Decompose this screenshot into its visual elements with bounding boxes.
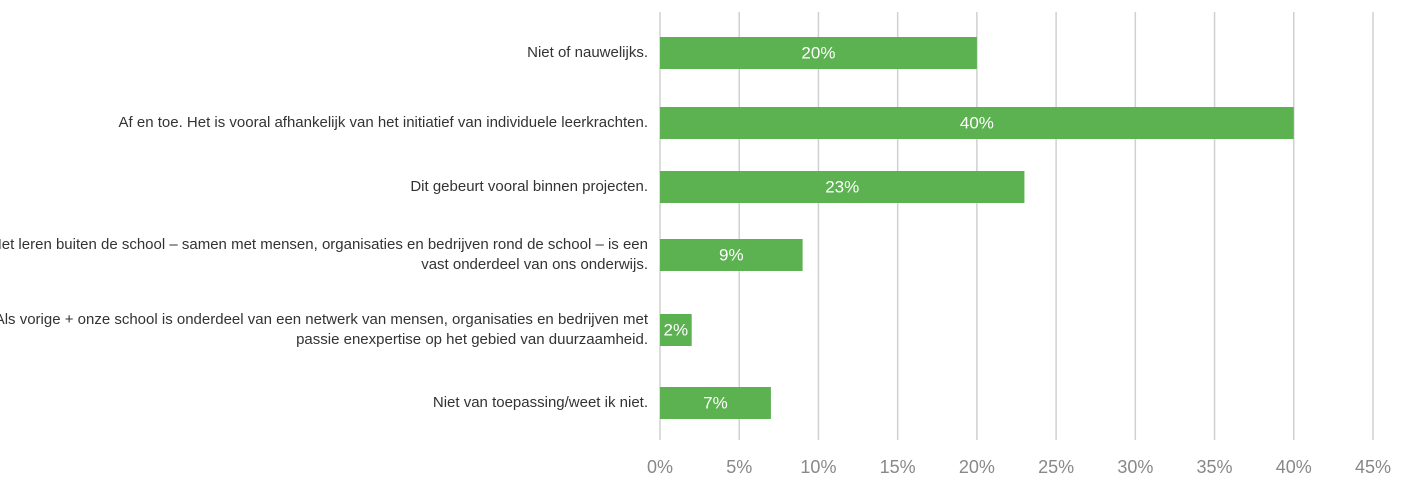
x-tick-label: 35% [1197, 457, 1233, 477]
bar [660, 314, 692, 346]
category-label: Het leren buiten de school – samen met m… [0, 236, 648, 273]
x-tick-label: 5% [726, 457, 752, 477]
x-tick-label: 40% [1276, 457, 1312, 477]
x-tick-label: 45% [1355, 457, 1391, 477]
value-label: 2% [664, 320, 689, 339]
category-label: Dit gebeurt vooral binnen projecten. [410, 178, 648, 195]
value-label: 40% [960, 113, 994, 132]
x-tick-label: 0% [647, 457, 673, 477]
category-label: Niet of nauwelijks. [527, 44, 648, 61]
value-label: 9% [719, 245, 744, 264]
x-tick-label: 10% [800, 457, 836, 477]
bar [660, 239, 803, 271]
value-label: 7% [703, 393, 728, 412]
value-label: 23% [825, 177, 859, 196]
value-label: 20% [801, 43, 835, 62]
bar [660, 37, 977, 69]
bar [660, 107, 1294, 139]
bar [660, 387, 771, 419]
x-tick-label: 30% [1117, 457, 1153, 477]
category-label: Niet van toepassing/weet ik niet. [432, 394, 648, 411]
x-tick-label: 20% [959, 457, 995, 477]
bar [660, 171, 1025, 203]
x-tick-label: 15% [880, 457, 916, 477]
category-label: Als vorige + onze school is onderdeel va… [0, 311, 648, 348]
category-label: Af en toe. Het is vooral afhankelijk van… [118, 114, 648, 131]
x-tick-label: 25% [1038, 457, 1074, 477]
